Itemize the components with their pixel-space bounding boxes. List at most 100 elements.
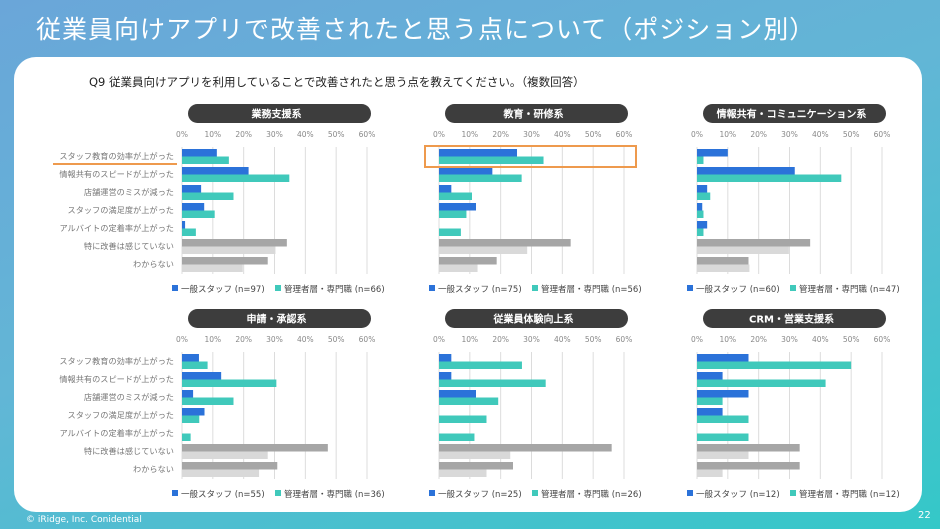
x-tick-label: 20% xyxy=(492,130,509,139)
bar-manager xyxy=(697,451,749,459)
bar-manager xyxy=(439,451,511,459)
chart-title-pill xyxy=(445,104,628,123)
bar-staff xyxy=(182,390,194,398)
bar-staff xyxy=(697,354,749,362)
legend-swatch-manager xyxy=(275,285,281,291)
bar-staff xyxy=(182,408,205,416)
x-tick-label: 50% xyxy=(585,130,602,139)
legend-label-staff: 一般スタッフ (n=60) xyxy=(696,284,780,295)
legend-label-staff: 一般スタッフ (n=97) xyxy=(181,284,265,295)
chart-6: CRM・営業支援系 0% 10% 20% 30% 40% 50% 60% 一般スタッフ (n=1… xyxy=(687,309,900,500)
x-tick-label: 50% xyxy=(843,335,860,344)
bar-staff xyxy=(439,203,476,211)
legend-swatch-staff xyxy=(687,490,693,496)
bar-staff xyxy=(697,444,800,452)
x-tick-label: 20% xyxy=(235,130,252,139)
x-tick-label: 40% xyxy=(297,335,314,344)
page-number: 22 xyxy=(918,510,931,521)
bar-staff xyxy=(697,149,728,157)
x-tick-label: 60% xyxy=(616,335,633,344)
x-tick-label: 60% xyxy=(874,130,891,139)
chart-4: 申請・承認系 0% 10% 20% 30% 40% 50% 60% スタッフ教育の効率が上がった… xyxy=(59,309,385,500)
bar-staff xyxy=(182,167,249,175)
x-tick-label: 50% xyxy=(843,130,860,139)
chart-5: 従業員体験向上系 0% 10% 20% 30% 40% 50% 60% 一般スタッフ (n=25… xyxy=(429,309,642,500)
category-label: 特に改善は感じていない xyxy=(84,446,174,456)
slide-title: 従業員向けアプリで改善されたと思う点について（ポジション別） xyxy=(36,15,816,44)
x-tick-label: 30% xyxy=(523,335,540,344)
x-tick-label: 10% xyxy=(204,335,221,344)
legend-swatch-manager xyxy=(790,285,796,291)
chart-2: 教育・研修系 0% 10% 20% 30% 40% 50% 60% 一般スタッフ (n=75) 管… xyxy=(424,104,642,295)
chart-title: 業務支援系 xyxy=(251,108,302,121)
bar-staff xyxy=(439,185,452,193)
x-tick-label: 40% xyxy=(554,335,571,344)
x-tick-label: 10% xyxy=(719,130,736,139)
x-tick-label: 50% xyxy=(328,335,345,344)
bar-staff xyxy=(697,408,723,416)
chart-title-pill xyxy=(188,309,371,328)
bar-staff xyxy=(697,462,800,470)
bar-manager xyxy=(182,469,260,477)
legend-swatch-staff xyxy=(687,285,693,291)
legend-swatch-manager xyxy=(532,490,538,496)
bar-manager xyxy=(439,361,522,369)
x-tick-label: 60% xyxy=(359,335,376,344)
chart-1: 業務支援系 0% 10% 20% 30% 40% 50% 60% スタッフ教育の効率が上がった情… xyxy=(53,104,385,295)
bar-manager xyxy=(439,228,461,236)
x-tick-label: 50% xyxy=(328,130,345,139)
bar-manager xyxy=(182,156,229,164)
bar-manager xyxy=(439,246,528,254)
x-tick-label: 50% xyxy=(585,335,602,344)
bar-manager xyxy=(182,433,191,441)
bar-staff xyxy=(697,203,703,211)
legend-label-manager: 管理者層・専門職 (n=66) xyxy=(284,284,385,295)
chart-title-pill xyxy=(188,104,371,123)
bar-staff xyxy=(182,149,217,157)
bar-manager xyxy=(439,192,472,200)
bar-manager xyxy=(697,469,723,477)
legend-label-staff: 一般スタッフ (n=75) xyxy=(438,284,522,295)
chart-title-pill xyxy=(445,309,628,328)
bar-staff xyxy=(439,167,493,175)
chart-title: 教育・研修系 xyxy=(503,108,564,121)
x-tick-label: 30% xyxy=(781,130,798,139)
chart-title: 申請・承認系 xyxy=(247,313,307,326)
bar-manager xyxy=(697,174,842,182)
bar-staff xyxy=(182,185,202,193)
legend-label-staff: 一般スタッフ (n=12) xyxy=(696,489,780,500)
category-label: わからない xyxy=(133,464,174,474)
legend-swatch-staff xyxy=(172,490,178,496)
bar-staff xyxy=(697,185,708,193)
bar-manager xyxy=(182,210,215,218)
bar-staff xyxy=(439,257,497,265)
bar-staff xyxy=(182,239,287,247)
bar-manager xyxy=(697,379,826,387)
x-tick-label: 30% xyxy=(266,335,283,344)
chart-title: CRM・営業支援系 xyxy=(749,313,834,326)
x-tick-label: 60% xyxy=(874,335,891,344)
x-tick-label: 10% xyxy=(461,130,478,139)
x-tick-label: 0% xyxy=(176,130,188,139)
legend-swatch-staff xyxy=(172,285,178,291)
x-tick-label: 10% xyxy=(204,130,221,139)
bar-manager xyxy=(439,264,478,272)
bar-manager xyxy=(439,174,522,182)
bar-manager xyxy=(182,246,276,254)
bar-manager xyxy=(697,264,750,272)
bar-manager xyxy=(182,451,268,459)
bar-manager xyxy=(182,174,290,182)
legend-swatch-manager xyxy=(532,285,538,291)
chart-title: 従業員体験向上系 xyxy=(493,313,574,326)
legend-label-manager: 管理者層・専門職 (n=47) xyxy=(799,284,900,295)
bar-staff xyxy=(697,257,749,265)
x-tick-label: 20% xyxy=(235,335,252,344)
bar-staff xyxy=(182,257,268,265)
bar-staff xyxy=(182,372,222,380)
bar-staff xyxy=(697,390,749,398)
bar-manager xyxy=(697,156,704,164)
category-label: 店舗運営のミスが減った xyxy=(84,392,174,402)
bar-staff xyxy=(182,203,205,211)
x-tick-label: 30% xyxy=(523,130,540,139)
x-tick-label: 60% xyxy=(359,130,376,139)
